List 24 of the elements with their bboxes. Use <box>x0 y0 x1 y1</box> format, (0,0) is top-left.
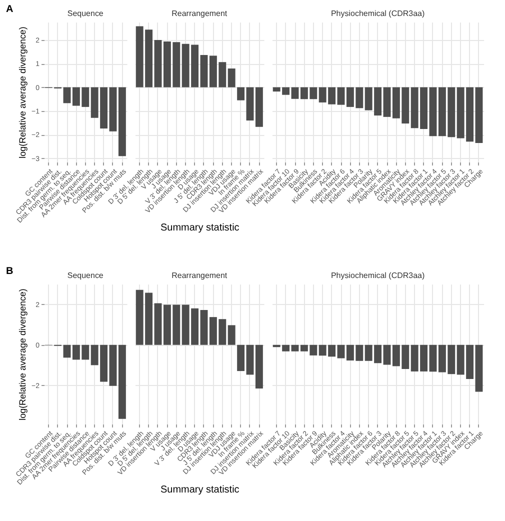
chart-title: Physiochemical (CDR3aa) <box>330 9 425 18</box>
bar <box>200 310 208 345</box>
bar <box>255 87 263 127</box>
bar <box>255 344 263 388</box>
text: A <box>6 4 14 15</box>
x-axis-title: Summary statistic <box>160 484 240 496</box>
bar <box>154 40 162 88</box>
bar <box>236 344 244 372</box>
bar <box>228 68 236 88</box>
text: B <box>6 266 14 277</box>
y-axis-title: log(Relative average divergence) <box>18 288 28 420</box>
y-axis-title: log(Relative average divergence) <box>18 26 28 158</box>
bar <box>228 325 236 345</box>
chart-title: Sequence <box>67 271 104 280</box>
bar <box>246 87 254 120</box>
chart-title: Physiochemical (CDR3aa) <box>330 271 425 280</box>
bar <box>154 303 162 345</box>
chart-title: Rearrangement <box>171 271 228 280</box>
bar <box>246 344 254 375</box>
chart-title: Rearrangement <box>171 9 228 18</box>
bar <box>200 54 208 88</box>
bar <box>236 87 244 100</box>
x-axis-title: Summary statistic <box>160 222 240 234</box>
chart-title: Sequence <box>67 9 104 18</box>
